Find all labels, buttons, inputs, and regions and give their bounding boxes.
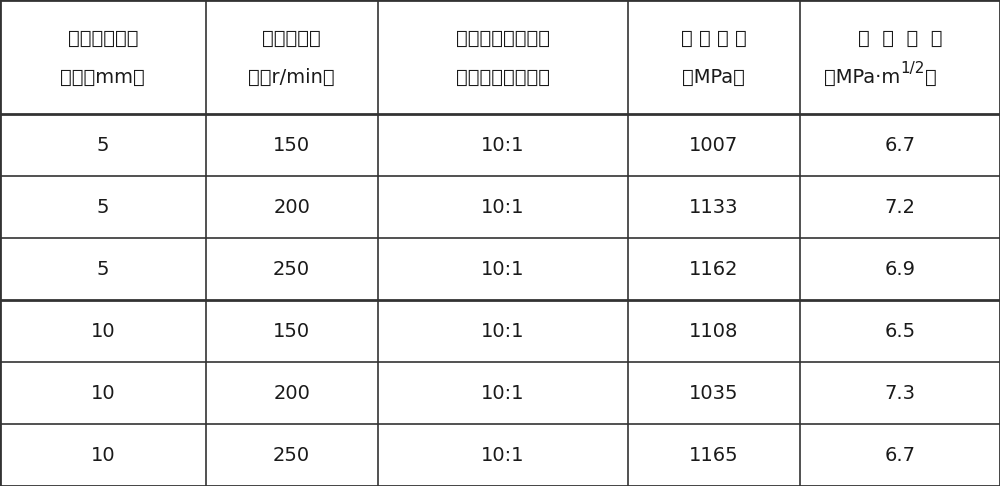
Text: （MPa）: （MPa）: [682, 68, 745, 87]
Text: 直径（mm）: 直径（mm）: [60, 68, 145, 87]
Text: 6.5: 6.5: [884, 322, 916, 341]
Text: 10:1: 10:1: [481, 322, 525, 341]
Text: 1162: 1162: [689, 260, 739, 278]
Text: 250: 250: [273, 446, 310, 465]
Text: 10:1: 10:1: [481, 446, 525, 465]
Text: 250: 250: [273, 260, 310, 278]
Text: 二硼化锆球和六硼: 二硼化锆球和六硼: [456, 29, 550, 48]
Text: 150: 150: [273, 136, 310, 155]
Text: 10:1: 10:1: [481, 198, 525, 217]
Text: 10: 10: [90, 383, 115, 402]
Text: 6.7: 6.7: [885, 136, 916, 155]
Text: 1035: 1035: [689, 383, 739, 402]
Text: 200: 200: [273, 383, 310, 402]
Text: 7.2: 7.2: [885, 198, 916, 217]
Text: 150: 150: [273, 322, 310, 341]
Text: 1/2: 1/2: [900, 61, 924, 76]
Text: 10:1: 10:1: [481, 136, 525, 155]
Text: 10:1: 10:1: [481, 383, 525, 402]
Text: 化硼粉体的质量比: 化硼粉体的质量比: [456, 68, 550, 87]
Text: 5: 5: [97, 136, 109, 155]
Text: ）: ）: [925, 68, 937, 87]
Text: 200: 200: [273, 198, 310, 217]
Text: 6.7: 6.7: [885, 446, 916, 465]
Text: 5: 5: [97, 198, 109, 217]
Text: 10:1: 10:1: [481, 260, 525, 278]
Text: 弯 曲 强 度: 弯 曲 强 度: [681, 29, 747, 48]
Text: 1133: 1133: [689, 198, 739, 217]
Text: 球磨机的转: 球磨机的转: [262, 29, 321, 48]
Text: 10: 10: [90, 446, 115, 465]
Text: （MPa·m: （MPa·m: [824, 68, 900, 87]
Text: 1108: 1108: [689, 322, 739, 341]
Text: 1007: 1007: [689, 136, 739, 155]
Text: 5: 5: [97, 260, 109, 278]
Text: 二硼化锆球的: 二硼化锆球的: [68, 29, 138, 48]
Text: 6.9: 6.9: [885, 260, 916, 278]
Text: 10: 10: [90, 322, 115, 341]
Text: 速（r/min）: 速（r/min）: [248, 68, 335, 87]
Text: 断  裂  韧  性: 断 裂 韧 性: [858, 29, 942, 48]
Text: 7.3: 7.3: [885, 383, 916, 402]
Text: 1165: 1165: [689, 446, 739, 465]
